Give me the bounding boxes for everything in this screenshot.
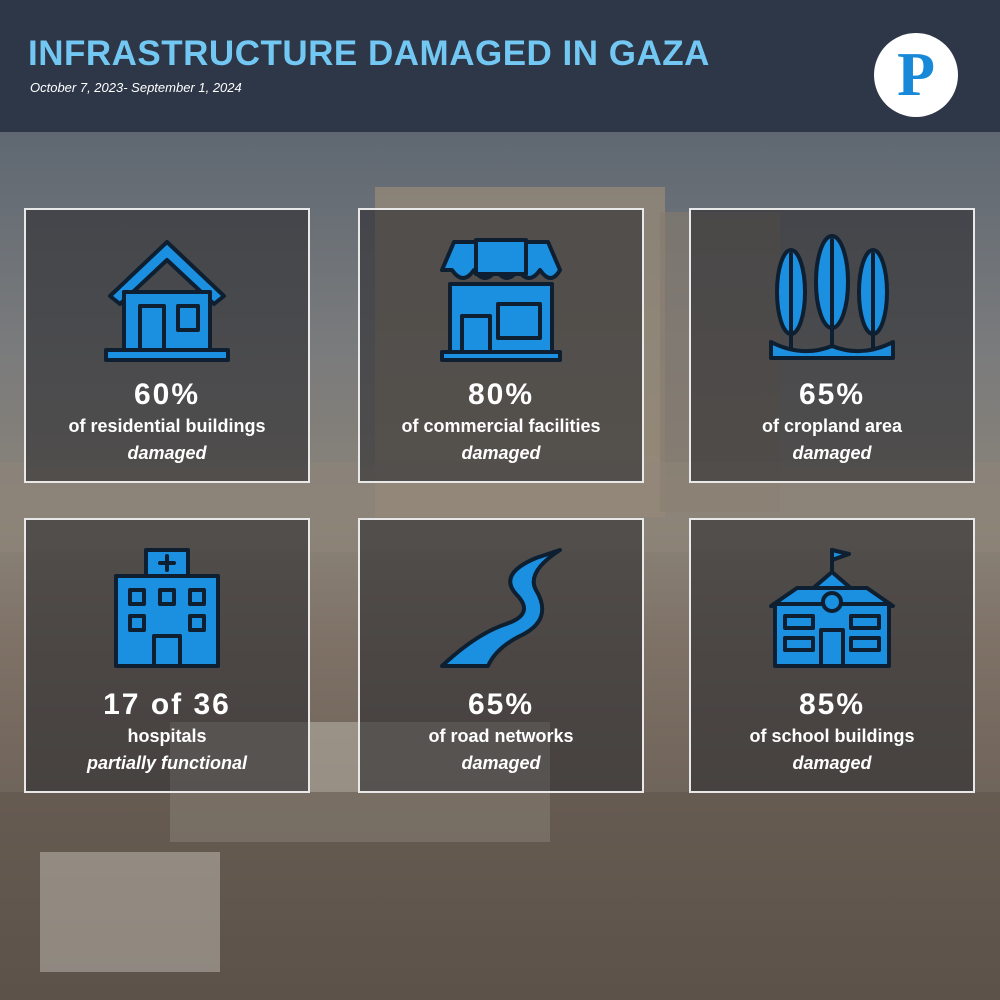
- status: damaged: [127, 443, 207, 463]
- subtitle: October 7, 2023- September 1, 2024: [30, 80, 242, 95]
- status: damaged: [461, 753, 541, 773]
- stat: 85%: [798, 688, 866, 721]
- hospital-icon: [114, 548, 220, 668]
- stat: 65%: [467, 688, 535, 721]
- description: of road networks: [428, 726, 574, 746]
- description: of cropland area: [761, 416, 903, 436]
- debris: [0, 792, 1000, 1000]
- stat: 65%: [798, 378, 866, 411]
- status: partially functional: [86, 753, 248, 773]
- wheat-icon: [769, 234, 895, 360]
- stat-card: 80% of commercial facilities damaged: [358, 208, 644, 483]
- title: INFRASTRUCTURE DAMAGED IN GAZA: [28, 34, 710, 73]
- logo: P: [874, 33, 958, 117]
- status: damaged: [461, 443, 541, 463]
- status: damaged: [792, 753, 872, 773]
- status: damaged: [792, 443, 872, 463]
- description: hospitals: [127, 726, 207, 746]
- stat-card: 65% of cropland area damaged: [689, 208, 975, 483]
- school-icon: [769, 548, 895, 668]
- header: INFRASTRUCTURE DAMAGED IN GAZA October 7…: [0, 0, 1000, 132]
- stat: 60%: [133, 378, 201, 411]
- description: of commercial facilities: [401, 416, 601, 436]
- stat: 17 of 36: [103, 688, 231, 721]
- stat: 80%: [467, 378, 535, 411]
- sheet: [40, 852, 220, 972]
- road-icon: [440, 548, 562, 668]
- stat-card: 65% of road networks damaged: [358, 518, 644, 793]
- description: of residential buildings: [68, 416, 266, 436]
- description: of school buildings: [749, 726, 915, 746]
- stat-card: 17 of 36 hospitals partially functional: [24, 518, 310, 793]
- house-icon: [104, 240, 230, 362]
- stat-card: 60% of residential buildings damaged: [24, 208, 310, 483]
- stat-card: 85% of school buildings damaged: [689, 518, 975, 793]
- shop-icon: [440, 238, 562, 362]
